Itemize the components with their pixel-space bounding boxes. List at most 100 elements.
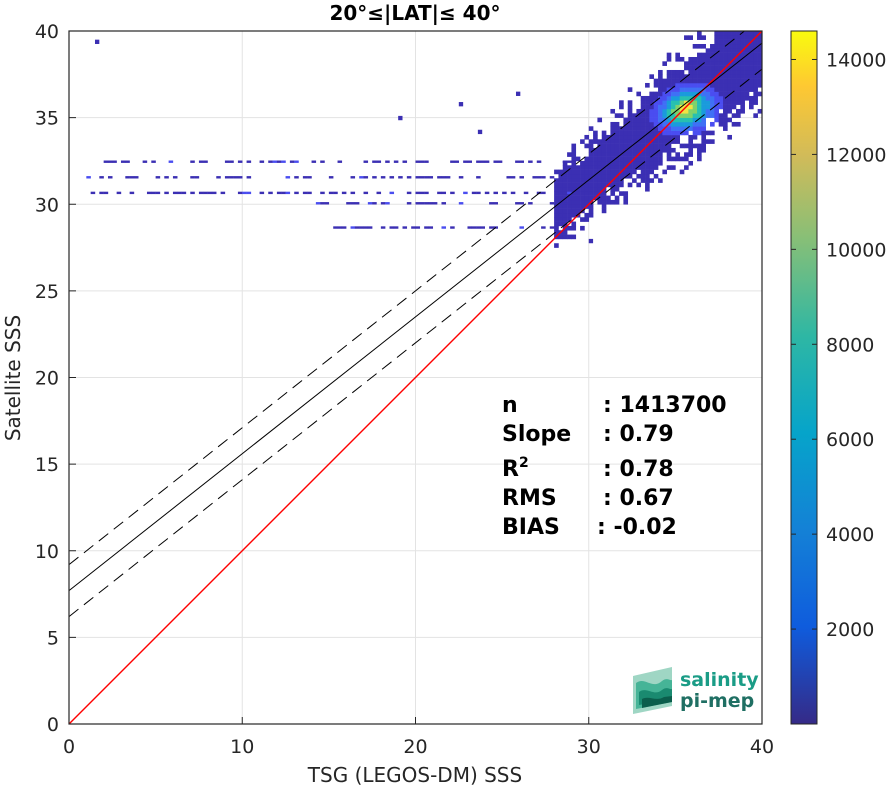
heatmap-cell [679,126,685,131]
heatmap-cell [480,160,485,163]
heatmap-cell [380,176,386,179]
heatmap-cell [701,121,706,127]
heatmap-cell [710,69,715,75]
heatmap-cell [601,195,607,201]
heatmap-cell [359,176,364,179]
heatmap-cell [701,35,706,40]
heatmap-cell [753,52,758,58]
heatmap-cell [125,160,130,163]
heatmap-cell [515,160,520,163]
heatmap-cell [406,191,412,195]
heatmap-cell [723,117,728,123]
heatmap-cell [697,56,702,62]
heatmap-cell [627,182,633,188]
heatmap-cell [623,152,629,157]
heatmap-cell [614,186,620,192]
heatmap-cell [666,100,672,105]
heatmap-cell [398,115,403,121]
heatmap-cell [519,160,524,163]
heatmap-cell [697,69,702,75]
heatmap-cell [658,126,663,131]
heatmap-cell [757,61,763,66]
heatmap-cell [692,121,698,127]
heatmap-cell [428,202,434,205]
heatmap-cell [610,126,616,131]
heatmap-cell [610,182,616,188]
density-heatmap [86,31,763,248]
heatmap-cell [259,191,265,195]
heatmap-cell [458,102,464,107]
heatmap-cell [593,173,598,179]
heatmap-cell [640,100,646,105]
heatmap-cell [658,117,663,123]
heatmap-cell [705,139,711,144]
stat-r2-label: R2 [502,455,529,482]
heatmap-cell [714,100,719,105]
heatmap-cell [554,226,559,229]
heatmap-cell [736,121,741,127]
heatmap-cell [684,113,689,118]
heatmap-cell [714,65,719,71]
heatmap-cell [571,147,577,153]
heatmap-cell [662,130,668,136]
heatmap-cell [584,160,590,166]
heatmap-cell [675,108,681,114]
heatmap-cell [567,160,572,163]
heatmap-cell [658,113,663,118]
heatmap-cell [658,147,663,153]
heatmap-cell [675,91,681,97]
heatmap-cell [359,226,364,229]
heatmap-cell [736,35,741,40]
heatmap-cell [94,39,100,44]
heatmap-cell [675,52,681,58]
heatmap-cell [190,191,195,195]
heatmap-cell [463,160,468,163]
heatmap-cell [437,191,442,195]
heatmap-cell [662,134,668,140]
heatmap-cell [575,169,581,175]
heatmap-cell [640,156,646,162]
heatmap-cell [740,39,745,45]
heatmap-cell [697,31,702,36]
heatmap-cell [679,117,685,123]
heatmap-cell [636,143,642,149]
heatmap-cell [571,221,577,227]
heatmap-cell [614,199,620,205]
heatmap-cell [731,52,737,58]
heatmap-cell [311,160,317,163]
heatmap-cell [419,160,425,163]
heatmap-cell [554,195,559,201]
heatmap-cell [562,212,568,218]
heatmap-cell [571,195,577,201]
heatmap-cell [597,147,603,153]
heatmap-cell [601,182,607,188]
heatmap-cell [593,191,598,196]
heatmap-cell [692,74,698,79]
heatmap-cell [653,152,659,157]
heatmap-cell [632,143,637,149]
heatmap-cell [558,173,564,179]
heatmap-cell [580,160,585,166]
heatmap-cell [541,226,546,229]
heatmap-cell [320,160,325,163]
heatmap-cell [632,121,637,127]
heatmap-cell [614,156,620,162]
heatmap-cell [653,173,659,179]
heatmap-cell [701,78,706,84]
heatmap-cell [619,173,624,179]
heatmap-cell [749,87,754,92]
heatmap-cell [671,69,676,75]
heatmap-cell [662,169,668,175]
heatmap-cell [692,100,698,105]
heatmap-cell [666,52,672,58]
heatmap-cell [610,121,616,127]
heatmap-cell [662,108,668,114]
heatmap-cell [580,217,585,222]
heatmap-cell [632,113,637,118]
heatmap-cell [575,165,581,170]
heatmap-cell [697,156,702,162]
reference-lines [68,30,763,725]
heatmap-cell [549,202,555,205]
heatmap-cell [350,176,356,179]
heatmap-cell [597,173,603,179]
